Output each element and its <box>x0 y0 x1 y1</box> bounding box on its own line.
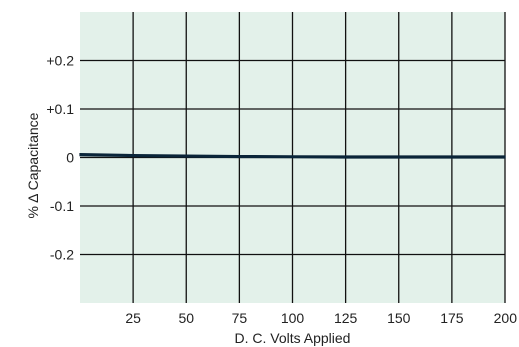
x-tick-label: 75 <box>232 310 248 326</box>
x-tick-label: 175 <box>440 310 464 326</box>
y-tick-label: -0.1 <box>50 198 74 214</box>
y-tick-label: -0.2 <box>50 247 74 263</box>
series-layer <box>79 152 506 159</box>
x-axis-title: D. C. Volts Applied <box>235 330 351 346</box>
x-tick-label: 25 <box>125 310 141 326</box>
series-line <box>79 154 505 158</box>
x-tick-label: 100 <box>281 310 305 326</box>
x-tick-label: 50 <box>178 310 194 326</box>
y-axis-title: % Δ Capacitance <box>25 112 41 218</box>
y-tick-labels: +0.2 +0.1 0 -0.1 -0.2 <box>46 53 74 263</box>
x-tick-label: 150 <box>387 310 411 326</box>
x-tick-label: 125 <box>334 310 358 326</box>
x-tick-labels: 25 50 75 100 125 150 175 200 <box>125 310 517 326</box>
x-tick-label: 200 <box>494 310 518 326</box>
y-tick-label: +0.1 <box>46 101 74 117</box>
y-tick-label: +0.2 <box>46 53 74 69</box>
y-tick-label: 0 <box>66 150 74 166</box>
